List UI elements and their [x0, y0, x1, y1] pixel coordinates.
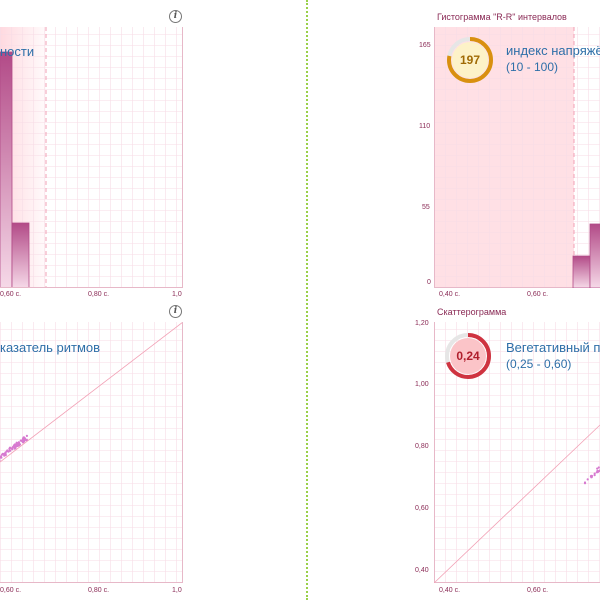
y-tick-label: 1,00: [415, 381, 429, 388]
scatter-point: [11, 448, 14, 451]
scatter-point: [8, 447, 11, 450]
y-tick-label: 0,60: [415, 505, 429, 512]
scatter-point: [597, 466, 600, 469]
grid: [0, 322, 183, 583]
scatter-plot-right: 0,24 Вегетативный п (0,25 - 0,60): [434, 322, 600, 583]
scatter-point: [5, 450, 8, 453]
x-tick-label: 1,0: [172, 291, 182, 298]
x-tick-label: 0,60 с.: [0, 587, 22, 594]
scatter-point: [16, 442, 19, 445]
stress-index-caption: индекс напряжё: [506, 43, 600, 58]
y-tick-label: 165: [419, 42, 431, 49]
scatter-point: [21, 440, 25, 444]
y-tick-label: 0,40: [415, 567, 429, 574]
scatter-panel-right: Скаттерограмма 1,20 1,00 0,80 0,60 0,40 …: [410, 300, 600, 600]
panel-title: Гистограмма "R-R" интервалов: [437, 12, 567, 22]
x-tick-label: 0,40 с.: [439, 587, 461, 594]
x-tick-label: 0,80 с.: [88, 291, 110, 298]
y-tick-label: 55: [422, 204, 430, 211]
scatter-point: [25, 434, 28, 437]
histogram-bar: [0, 51, 13, 288]
scatter-plot-left: казатель ритмов: [0, 322, 183, 583]
panel-title: Скаттерограмма: [437, 307, 507, 317]
histogram-plot-left: ности: [0, 27, 183, 288]
scatter-point: [595, 471, 598, 474]
stress-index-range: (10 - 100): [506, 60, 559, 74]
scatter-points: [583, 466, 600, 485]
gauge-face: [452, 42, 488, 78]
histogram-panel-left: i ности 0,60 с. 0,80 с. 1,0: [0, 0, 200, 300]
scatter-point: [22, 439, 25, 442]
scatter-points: [0, 434, 28, 462]
histogram-bar: [572, 255, 591, 288]
scatter-point: [0, 455, 1, 458]
scatter-point: [3, 453, 6, 456]
scatter-point: [0, 459, 1, 462]
histogram-bar: [11, 222, 30, 288]
scatter-point: [13, 443, 16, 446]
scatter-point: [13, 447, 16, 450]
histogram-svg-left: [0, 27, 183, 288]
scatter-point: [15, 444, 18, 448]
stress-index-gauge: 197: [446, 36, 494, 84]
x-tick-label: 0,60 с.: [527, 587, 549, 594]
scatter-svg-left: [0, 322, 183, 583]
histogram-bar: [589, 223, 600, 288]
scatter-point: [18, 444, 21, 447]
grid: [0, 27, 183, 288]
identity-line: [0, 322, 183, 463]
x-tick-label: 0,40 с.: [439, 291, 461, 298]
gauge-ring: [447, 37, 493, 83]
scatter-point: [596, 467, 599, 470]
info-icon[interactable]: i: [169, 10, 182, 23]
y-tick-label: 0: [427, 279, 431, 286]
panel-divider: [306, 0, 308, 600]
gauge-face: [450, 338, 486, 374]
x-tick-label: 1,0: [172, 587, 182, 594]
scatter-point: [586, 478, 589, 481]
gauge-ring: [445, 333, 491, 379]
scatter-point: [583, 482, 587, 485]
scatter-point: [590, 474, 594, 478]
scatter-panel-left: i казатель ритмов 0,60 с. 0,80 с. 1,0: [0, 300, 200, 600]
histogram-plot-right: 197 индекс напряжё (10 - 100): [434, 27, 600, 288]
identity-line: [434, 424, 600, 583]
histogram-panel-right: Гистограмма "R-R" интервалов 165 110 55 …: [410, 0, 600, 300]
gauge-arc: [447, 37, 493, 83]
vegetative-index-range: (0,25 - 0,60): [506, 357, 572, 371]
vegetative-index-caption: Вегетативный п: [506, 340, 600, 355]
vegetative-index-gauge: 0,24: [444, 332, 492, 380]
scatter-point: [0, 453, 4, 456]
y-tick-label: 110: [419, 123, 431, 130]
rhythm-caption: казатель ритмов: [0, 340, 101, 355]
gauge-value: 197: [459, 53, 481, 67]
x-tick-label: 0,60 с.: [0, 291, 22, 298]
scatter-point: [23, 436, 26, 439]
gauge-arc: [445, 333, 491, 379]
scatter-point: [593, 474, 596, 477]
x-tick-label: 0,80 с.: [88, 587, 110, 594]
gauge-value: 0,24: [456, 349, 480, 363]
x-tick-label: 0,60 с.: [527, 291, 549, 298]
y-tick-label: 0,80: [415, 443, 429, 450]
info-icon[interactable]: i: [169, 305, 182, 318]
y-tick-label: 1,20: [415, 320, 429, 327]
scatter-point: [25, 439, 28, 442]
histogram-caption: ности: [0, 44, 35, 59]
